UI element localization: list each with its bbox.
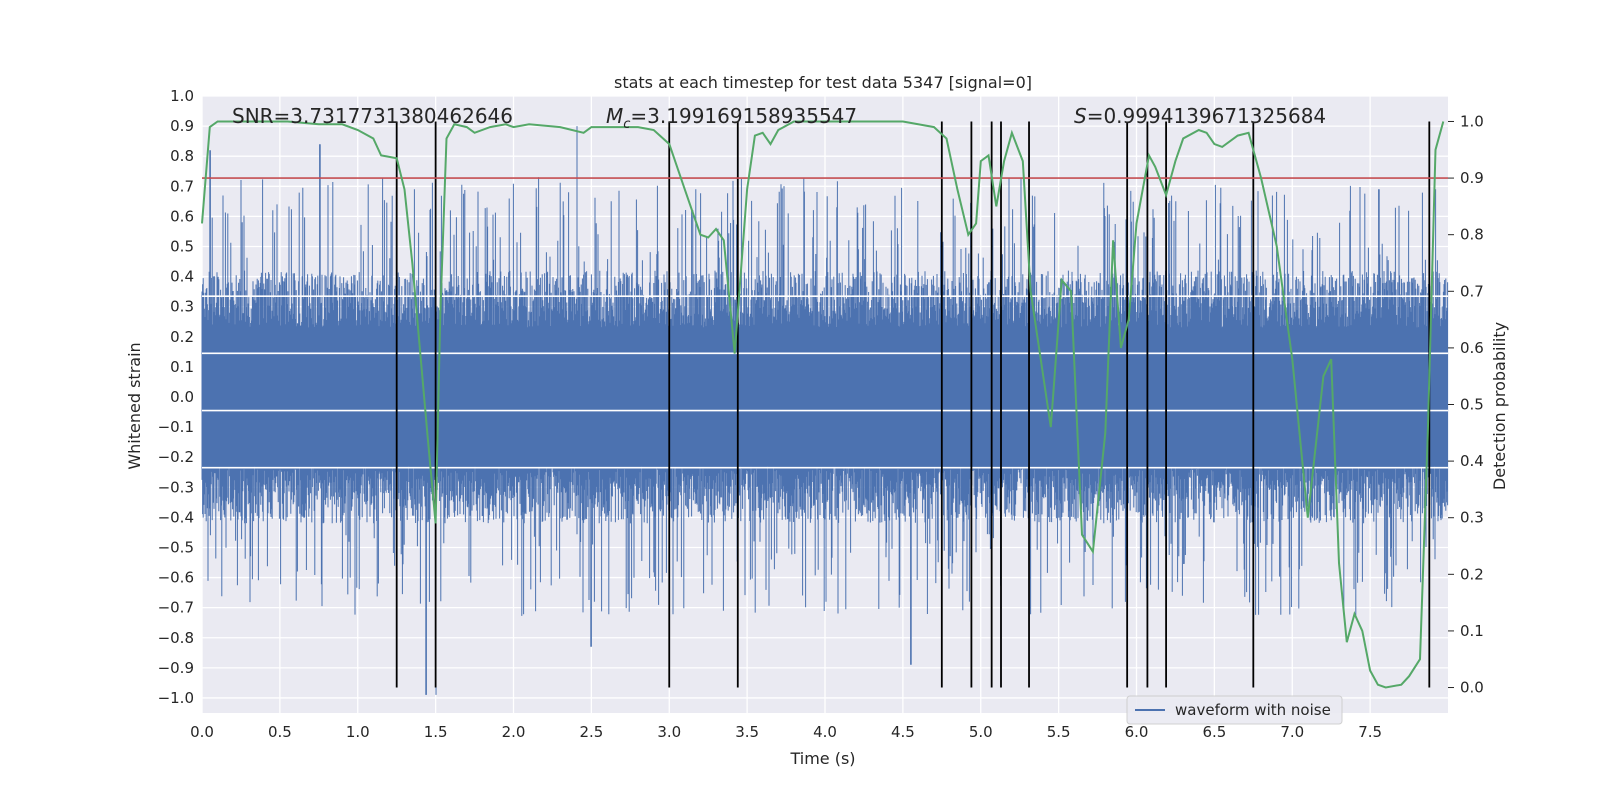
probability-line [201,120,1445,689]
right-y-tick-label: 0.0 [1460,679,1484,697]
left-y-tick-label: −0.8 [158,629,194,647]
legend-label: waveform with noise [1175,701,1331,719]
right-y-tick-label: 0.5 [1460,396,1484,414]
x-tick-label: 6.0 [1125,723,1149,741]
left-y-tick-label: 0.1 [170,358,194,376]
right-y-tick-label: 0.2 [1460,565,1484,583]
s-symbol: S [1074,104,1087,128]
x-tick-label: 5.5 [1047,723,1071,741]
mc-subscript: c [623,117,630,132]
x-tick-label: 6.5 [1202,723,1226,741]
x-tick-label: 7.5 [1358,723,1382,741]
left-y-axis-ticks: 1.0 0.9 0.8 0.7 0.6 0.5 0.4 0.3 0.2 0.1 0.0 −0.1 −0.… [158,87,194,707]
left-y-tick-label: −0.2 [158,448,194,466]
left-y-tick-label: 0.7 [170,177,194,195]
left-y-tick-label: −0.1 [158,418,194,436]
left-y-axis-label: Whitened strain [125,342,144,469]
x-tick-label: 2.0 [502,723,526,741]
right-y-tick-label: 0.3 [1460,509,1484,527]
x-axis-label: Time (s) [789,749,855,768]
x-tick-label: 1.5 [424,723,448,741]
waveform-series [201,126,1449,695]
x-tick-label: 1.0 [346,723,370,741]
right-y-tick-label: 0.4 [1460,452,1484,470]
right-y-tick-label: 0.7 [1460,282,1484,300]
x-tick-label: 4.0 [813,723,837,741]
left-y-tick-label: 0.2 [170,328,194,346]
left-y-tick-label: −0.9 [158,659,194,677]
waveform-path [201,126,1449,695]
left-y-tick-label: −0.7 [158,599,194,617]
left-y-tick-label: −0.5 [158,538,194,556]
legend: waveform with noise [1126,695,1343,725]
x-tick-label: 2.5 [579,723,603,741]
right-y-tick-label: 0.9 [1460,169,1484,187]
right-y-tick-label: 0.8 [1460,226,1484,244]
left-y-tick-label: 0.6 [170,207,194,225]
left-y-tick-label: 0.3 [170,298,194,316]
right-y-axis-label: Detection probability [1490,322,1509,490]
left-y-tick-label: 0.8 [170,147,194,165]
left-y-tick-label: 0.4 [170,268,194,286]
x-tick-label: 3.5 [735,723,759,741]
left-y-tick-label: 0.9 [170,117,194,135]
right-y-tick-label: 0.1 [1460,622,1484,640]
snr-annotation: SNR=3.7317731380462646 [232,104,513,128]
x-tick-label: 3.0 [657,723,681,741]
mc-annotation: Mc=3.199169158935547 [606,104,857,132]
right-y-tick-label: 0.6 [1460,339,1484,357]
x-tick-label: 5.0 [969,723,993,741]
left-y-tick-label: −0.3 [158,478,194,496]
x-tick-label: 0.0 [190,723,214,741]
mc-value: =3.199169158935547 [630,104,857,128]
left-y-tick-label: 0.5 [170,237,194,255]
x-tick-label: 0.5 [268,723,292,741]
left-y-tick-label: −0.4 [158,508,194,526]
chart-title: stats at each timestep for test data 534… [614,73,1032,92]
left-y-tick-label: −1.0 [158,689,194,707]
s-value: =0.9994139671325684 [1087,104,1326,128]
legend-box [1126,695,1343,725]
right-y-axis-ticks: 1.0 0.9 0.8 0.7 0.6 0.5 0.4 0.3 0.2 0.1 0.0 [1448,112,1484,697]
right-y-tick-label: 1.0 [1460,112,1484,130]
white-reference-lines [202,295,1448,469]
x-axis-ticks: 0.0 0.5 1.0 1.5 2.0 2.5 3.0 3.5 4.0 4.5 5.0 5.5 6.0 6… [190,723,1382,741]
x-tick-label: 7.0 [1280,723,1304,741]
x-tick-label: 4.5 [891,723,915,741]
mc-symbol: M [606,104,623,128]
left-y-tick-label: −0.6 [158,569,194,587]
s-annotation: S=0.9994139671325684 [1074,104,1326,128]
left-y-tick-label: 0.0 [170,388,194,406]
left-y-tick-label: 1.0 [170,87,194,105]
